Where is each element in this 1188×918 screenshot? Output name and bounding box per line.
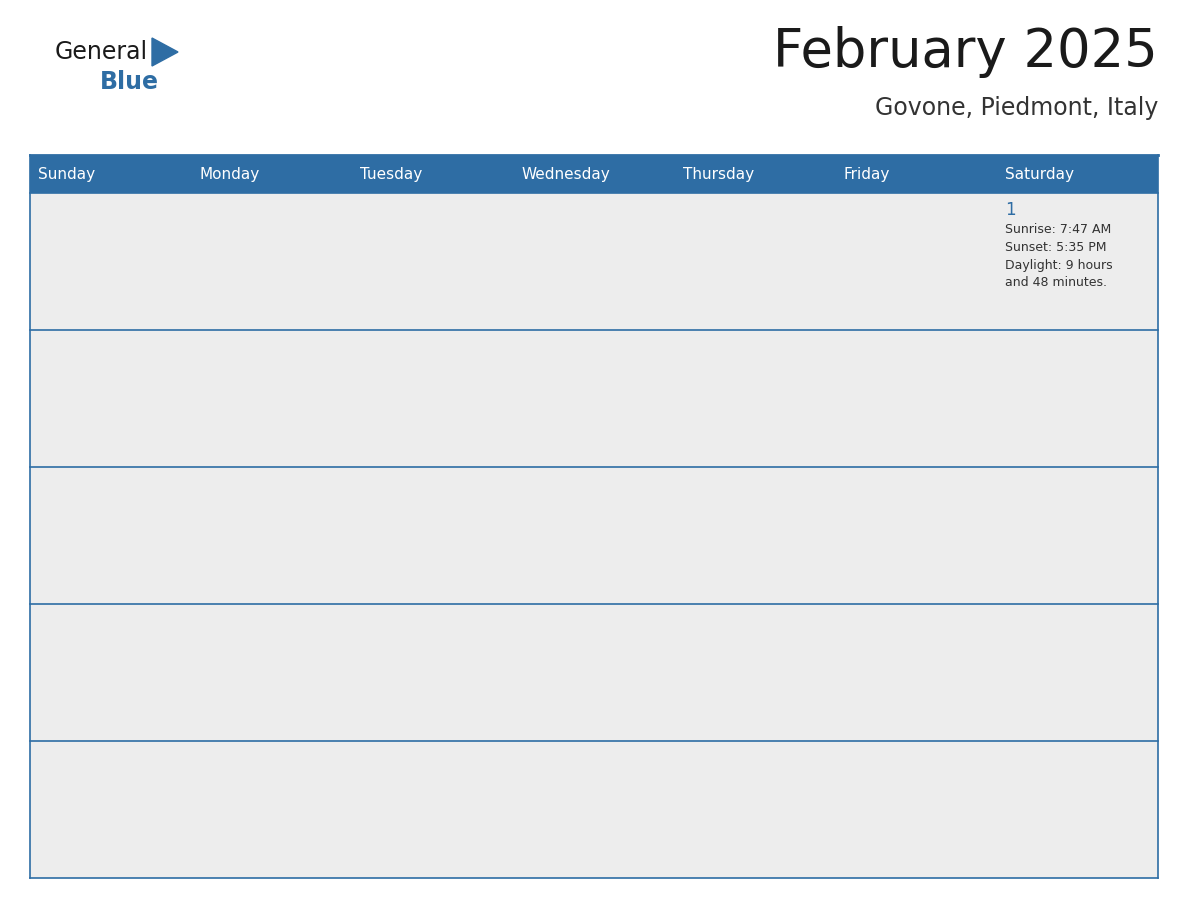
Bar: [30, 155, 191, 193]
Bar: [353, 604, 513, 741]
Bar: [997, 741, 1158, 878]
Bar: [513, 467, 675, 604]
Text: Thursday: Thursday: [683, 166, 753, 182]
Bar: [191, 467, 353, 604]
Bar: [835, 193, 997, 330]
Polygon shape: [152, 38, 178, 66]
Text: Sunset: 5:35 PM: Sunset: 5:35 PM: [1005, 241, 1106, 254]
Bar: [835, 467, 997, 604]
Text: Sunrise: 7:47 AM: Sunrise: 7:47 AM: [1005, 223, 1111, 236]
Bar: [30, 467, 191, 604]
Bar: [835, 604, 997, 741]
Bar: [675, 155, 835, 193]
Bar: [997, 193, 1158, 330]
Text: General: General: [55, 40, 148, 64]
Bar: [997, 467, 1158, 604]
Bar: [997, 155, 1158, 193]
Bar: [997, 330, 1158, 467]
Bar: [353, 467, 513, 604]
Bar: [191, 330, 353, 467]
Text: Wednesday: Wednesday: [522, 166, 611, 182]
Bar: [353, 155, 513, 193]
Bar: [353, 193, 513, 330]
Text: Friday: Friday: [843, 166, 890, 182]
Text: and 48 minutes.: and 48 minutes.: [1005, 276, 1107, 289]
Text: Daylight: 9 hours: Daylight: 9 hours: [1005, 259, 1112, 272]
Bar: [30, 604, 191, 741]
Bar: [513, 604, 675, 741]
Text: Saturday: Saturday: [1005, 166, 1074, 182]
Bar: [513, 193, 675, 330]
Text: Govone, Piedmont, Italy: Govone, Piedmont, Italy: [874, 96, 1158, 120]
Bar: [675, 193, 835, 330]
Bar: [675, 330, 835, 467]
Bar: [353, 741, 513, 878]
Bar: [30, 193, 191, 330]
Bar: [191, 155, 353, 193]
Bar: [191, 193, 353, 330]
Text: Blue: Blue: [100, 70, 159, 94]
Text: Sunday: Sunday: [38, 166, 95, 182]
Text: February 2025: February 2025: [773, 26, 1158, 78]
Bar: [513, 741, 675, 878]
Bar: [675, 467, 835, 604]
Bar: [997, 604, 1158, 741]
Bar: [835, 155, 997, 193]
Bar: [191, 604, 353, 741]
Text: Monday: Monday: [200, 166, 259, 182]
Bar: [675, 604, 835, 741]
Text: 1: 1: [1005, 201, 1016, 219]
Bar: [675, 741, 835, 878]
Bar: [191, 741, 353, 878]
Bar: [353, 330, 513, 467]
Text: Tuesday: Tuesday: [360, 166, 423, 182]
Bar: [513, 330, 675, 467]
Bar: [513, 155, 675, 193]
Bar: [30, 741, 191, 878]
Bar: [835, 741, 997, 878]
Bar: [835, 330, 997, 467]
Bar: [30, 330, 191, 467]
